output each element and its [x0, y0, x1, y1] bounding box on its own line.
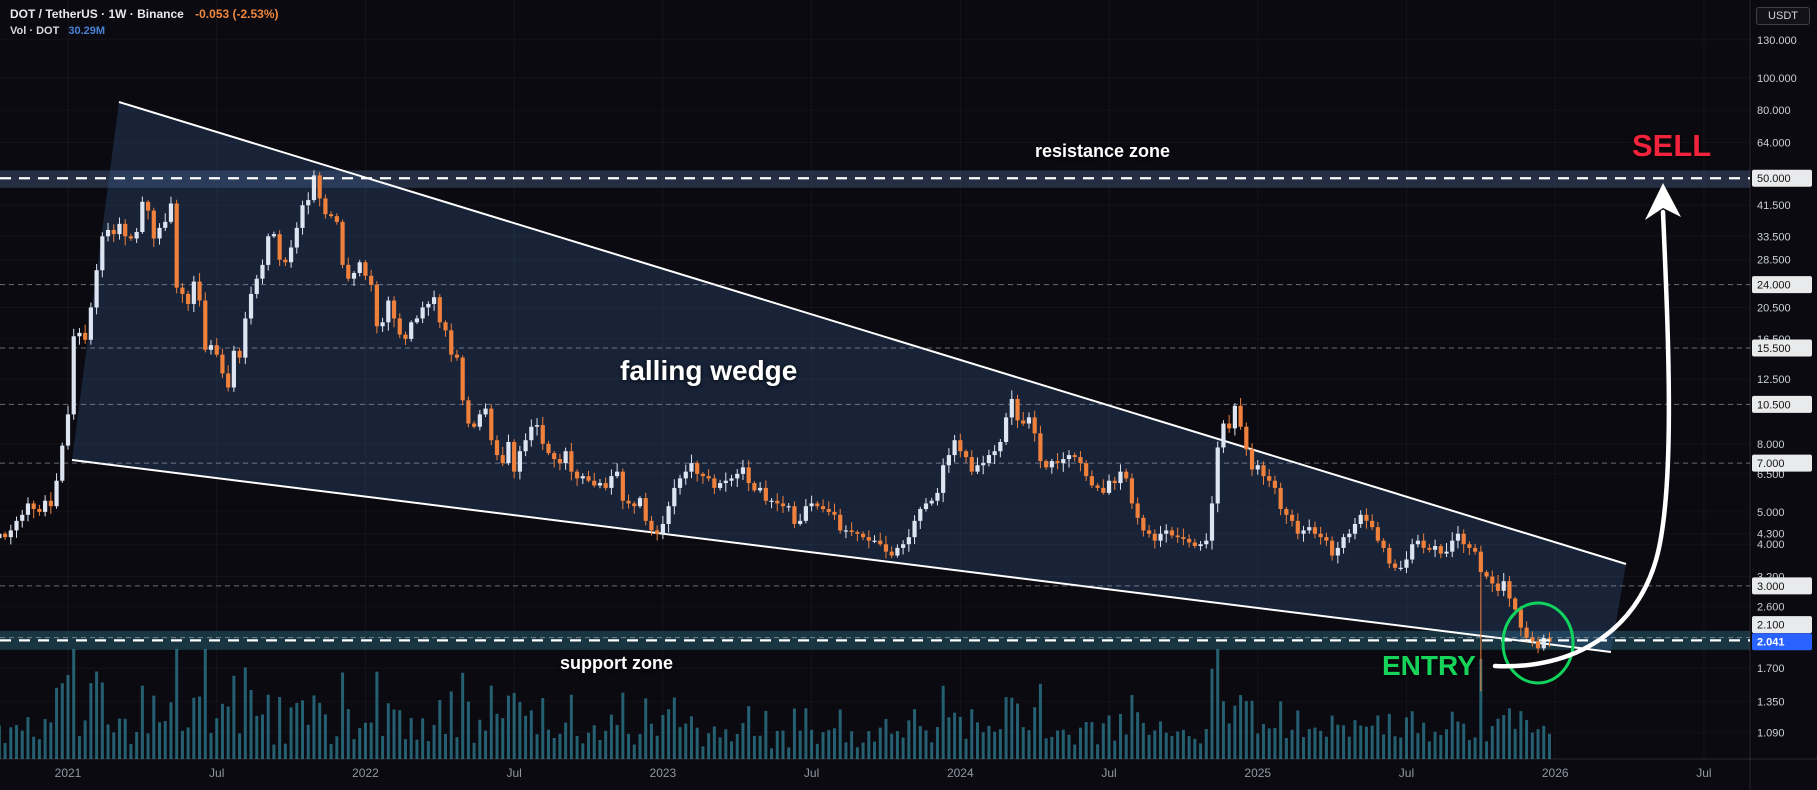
time-tick-label: Jul	[1101, 766, 1116, 780]
price-tick-label: 8.000	[1757, 439, 1785, 451]
candlestick-series	[0, 170, 1552, 692]
horizontal-level-lines[interactable]	[0, 284, 1750, 639]
price-tick-label: 6.500	[1757, 469, 1785, 481]
resistance-zone-label[interactable]: resistance zone	[1035, 141, 1171, 161]
svg-text:10.500: 10.500	[1757, 399, 1791, 411]
time-tick-label: 2021	[55, 766, 82, 780]
zone-dashed-lines[interactable]	[0, 177, 1750, 642]
currency-toggle-button[interactable]: USDT	[1756, 7, 1810, 25]
price-axis[interactable]: 130.000 100.000 80.000 64.000 41.500 33.500 28…	[1749, 0, 1817, 790]
entry-label[interactable]: ENTRY	[1382, 650, 1476, 681]
volume-bars	[0, 649, 1551, 759]
price-tick-label: 12.500	[1757, 374, 1791, 386]
level-price-label	[1752, 339, 1812, 357]
trade-plan-drawings[interactable]	[1492, 183, 1681, 685]
wedge-lower-trendline	[71, 459, 1612, 653]
time-tick-label: 2025	[1244, 766, 1271, 780]
price-tick-label: 1.350	[1757, 697, 1785, 709]
price-tick-label: 64.000	[1757, 137, 1791, 149]
price-tick-label: 1.700	[1757, 663, 1785, 675]
price-tick-label: 1.090	[1757, 728, 1785, 740]
time-tick-label: Jul	[506, 766, 521, 780]
svg-text:24.000: 24.000	[1757, 280, 1791, 292]
time-tick-label: Jul	[209, 766, 224, 780]
grid-lines	[67, 0, 1705, 759]
entry-circle	[1501, 601, 1575, 685]
time-tick-label: 2023	[650, 766, 677, 780]
price-tick-label: 41.500	[1757, 200, 1791, 212]
price-tick-label: 80.000	[1757, 105, 1791, 117]
svg-text:7.000: 7.000	[1757, 458, 1785, 470]
svg-text:15.500: 15.500	[1757, 343, 1791, 355]
symbol-title[interactable]: DOT / TetherUS · 1W · Binance	[10, 7, 184, 21]
price-tick-label: 20.500	[1757, 302, 1791, 314]
price-tick-label: 5.000	[1757, 507, 1785, 519]
price-tick-label: 28.500	[1757, 255, 1791, 267]
time-tick-label: 2022	[352, 766, 379, 780]
level-price-label	[1752, 454, 1812, 472]
price-tick-label: 33.500	[1757, 231, 1791, 243]
time-tick-label: Jul	[1399, 766, 1414, 780]
projection-arrow-head	[1645, 183, 1681, 220]
projection-arrow	[1492, 209, 1672, 669]
svg-text:3.000: 3.000	[1757, 581, 1785, 593]
time-axis[interactable]: 2021 Jul 2022 Jul 2023 Jul 2024 Jul 2025 Jul 2026 J…	[0, 758, 1817, 780]
price-tick-label: 4.000	[1757, 539, 1785, 551]
time-tick-label: 2024	[947, 766, 974, 780]
svg-text:50.000: 50.000	[1757, 173, 1791, 185]
falling-wedge-label[interactable]: falling wedge	[620, 355, 798, 386]
time-tick-label: Jul	[1696, 766, 1711, 780]
price-change: -0.053 (-2.53%)	[195, 7, 279, 21]
price-tick-label: 4.300	[1757, 529, 1785, 541]
price-tick-label: 130.000	[1757, 35, 1797, 47]
current-price-label	[1752, 633, 1812, 651]
sell-target-label[interactable]: SELL	[1632, 128, 1712, 163]
chart-legend: DOT / TetherUS · 1W · Binance -0.053 (-2…	[10, 6, 279, 40]
volume-value: 30.29M	[68, 25, 106, 37]
support-zone-label[interactable]: support zone	[560, 653, 673, 673]
level-price-label	[1752, 169, 1812, 187]
price-tick-label: 2.600	[1757, 602, 1785, 614]
volume-label: Vol · DOT	[10, 25, 60, 37]
svg-text:2.100: 2.100	[1757, 620, 1785, 632]
time-tick-label: Jul	[804, 766, 819, 780]
level-price-label	[1752, 616, 1812, 634]
svg-text:2.041: 2.041	[1757, 637, 1785, 649]
level-price-label	[1752, 577, 1812, 595]
level-price-label	[1752, 395, 1812, 413]
time-tick-label: 2026	[1542, 766, 1569, 780]
price-tick-label: 100.000	[1757, 73, 1797, 85]
level-price-label	[1752, 276, 1812, 294]
